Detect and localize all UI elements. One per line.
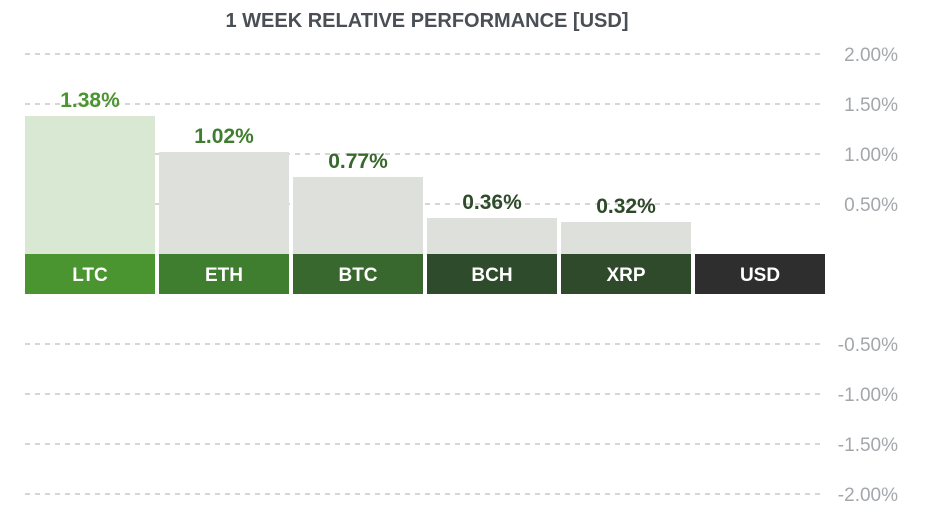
category-label-eth: ETH xyxy=(205,265,243,286)
value-label-eth: 1.02% xyxy=(194,125,254,148)
category-band-btc xyxy=(293,254,423,294)
value-label-xrp: 0.32% xyxy=(596,195,656,218)
value-label-ltc: 1.38% xyxy=(60,89,120,112)
y-tick-label: 0.50% xyxy=(844,195,898,216)
category-band-bch xyxy=(427,254,557,294)
category-band-eth xyxy=(159,254,289,294)
category-band-usd xyxy=(695,254,825,294)
bar-eth xyxy=(159,152,289,254)
y-tick-label: -1.50% xyxy=(838,435,898,456)
category-label-bch: BCH xyxy=(471,265,512,286)
grid-layer xyxy=(25,53,825,495)
bar-bch xyxy=(427,218,557,254)
value-label-btc: 0.77% xyxy=(328,150,388,173)
category-label-xrp: XRP xyxy=(606,265,645,286)
y-tick-label: -1.00% xyxy=(838,385,898,406)
label-layer: 2.00% 1.50% 1.00% 0.50% -0.50% -1.00% -1.50% -2… xyxy=(60,45,898,506)
category-label-btc: BTC xyxy=(338,265,377,286)
y-tick-label: -2.00% xyxy=(838,485,898,506)
y-tick-label: 1.50% xyxy=(844,95,898,116)
chart-title: 1 WEEK RELATIVE PERFORMANCE [USD] xyxy=(226,10,629,32)
y-tick-label: -0.50% xyxy=(838,335,898,356)
bar-btc xyxy=(293,177,423,254)
y-tick-label: 2.00% xyxy=(844,45,898,66)
bar-layer xyxy=(25,116,825,294)
category-band-xrp xyxy=(561,254,691,294)
category-label-usd: USD xyxy=(740,265,780,286)
bar-ltc xyxy=(25,116,155,254)
y-tick-label: 1.00% xyxy=(844,145,898,166)
category-band-ltc xyxy=(25,254,155,294)
category-label-ltc: LTC xyxy=(72,265,108,286)
bar-xrp xyxy=(561,222,691,254)
value-label-bch: 0.36% xyxy=(462,191,522,214)
